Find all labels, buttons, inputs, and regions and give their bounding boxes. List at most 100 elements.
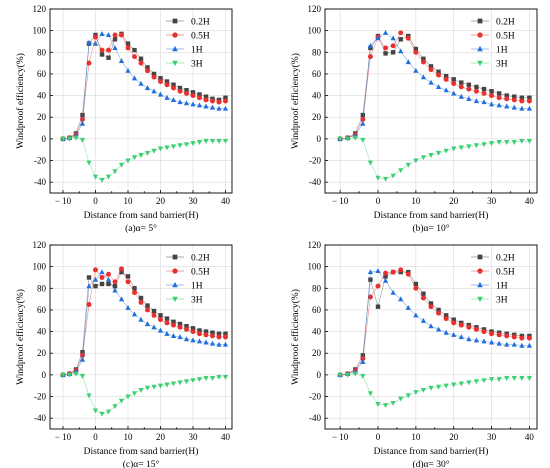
data-point bbox=[428, 64, 434, 69]
data-point bbox=[210, 98, 215, 104]
data-point bbox=[209, 104, 216, 110]
data-point bbox=[112, 287, 118, 293]
legend-marker bbox=[172, 60, 178, 67]
data-point bbox=[171, 322, 176, 328]
data-point bbox=[183, 100, 190, 106]
x-axis-title: Distance from sand barrier(H) bbox=[374, 446, 489, 457]
data-point bbox=[164, 145, 170, 151]
legend-label: 0.5H bbox=[191, 32, 210, 42]
data-point bbox=[436, 72, 442, 78]
data-point bbox=[106, 47, 111, 53]
y-tick-label: 80 bbox=[312, 47, 322, 57]
data-point bbox=[210, 330, 215, 335]
data-point bbox=[184, 87, 189, 93]
data-point bbox=[451, 382, 457, 388]
data-point bbox=[105, 409, 112, 415]
y-tick-label: 40 bbox=[37, 327, 47, 337]
data-point bbox=[190, 337, 196, 343]
data-point bbox=[93, 34, 98, 40]
data-point bbox=[382, 176, 389, 182]
data-point bbox=[481, 86, 487, 92]
data-point bbox=[398, 168, 404, 174]
data-point bbox=[436, 307, 441, 313]
data-point bbox=[390, 173, 396, 179]
data-point bbox=[99, 281, 105, 287]
data-point bbox=[443, 87, 449, 93]
data-point bbox=[458, 334, 464, 340]
data-point bbox=[170, 97, 177, 102]
data-point bbox=[413, 281, 419, 287]
data-point bbox=[443, 329, 449, 335]
data-point bbox=[436, 310, 442, 316]
data-point bbox=[158, 313, 163, 318]
data-point bbox=[443, 383, 449, 389]
y-tick-label: 0 bbox=[317, 370, 322, 380]
data-point bbox=[481, 329, 487, 335]
data-point bbox=[164, 316, 170, 321]
data-point bbox=[474, 84, 479, 90]
data-point bbox=[519, 105, 525, 111]
data-point bbox=[428, 301, 434, 306]
data-point bbox=[119, 32, 124, 38]
x-tick-label: 20 bbox=[156, 196, 166, 206]
data-point bbox=[203, 103, 209, 109]
data-point bbox=[337, 372, 343, 378]
x-tick-label: 20 bbox=[156, 432, 166, 442]
data-point bbox=[79, 373, 86, 379]
x-tick-label: 0 bbox=[93, 432, 98, 442]
data-point bbox=[466, 86, 472, 92]
x-tick-label: 0 bbox=[376, 196, 381, 206]
data-point bbox=[125, 394, 131, 400]
x-tick-label: − 10 bbox=[55, 432, 72, 442]
y-tick-label: 20 bbox=[37, 112, 47, 122]
data-point bbox=[367, 42, 374, 48]
data-point bbox=[171, 319, 176, 325]
data-point bbox=[382, 29, 389, 35]
data-point bbox=[367, 54, 373, 60]
legend-label: 1H bbox=[191, 46, 203, 56]
data-point bbox=[151, 308, 157, 314]
data-point bbox=[86, 275, 92, 280]
plot-frame bbox=[49, 8, 233, 194]
data-point bbox=[216, 341, 222, 347]
data-point bbox=[496, 377, 502, 383]
data-point bbox=[428, 385, 434, 391]
data-point bbox=[488, 141, 495, 147]
data-point bbox=[398, 267, 404, 273]
legend-label: 0.2H bbox=[496, 18, 515, 28]
legend-label: 1H bbox=[191, 282, 203, 292]
data-point bbox=[99, 269, 105, 275]
y-tick-label: 20 bbox=[37, 348, 47, 358]
data-point bbox=[443, 316, 449, 322]
legend-marker bbox=[477, 268, 483, 274]
data-point bbox=[112, 283, 118, 289]
data-point bbox=[79, 137, 86, 143]
data-point bbox=[413, 158, 419, 164]
data-point bbox=[164, 330, 170, 336]
legend: 0.2H 0.5H 1H 3H bbox=[471, 18, 515, 70]
data-point bbox=[151, 312, 157, 318]
data-point bbox=[197, 95, 202, 101]
data-point bbox=[190, 378, 196, 384]
data-point bbox=[125, 274, 131, 279]
legend-marker bbox=[172, 281, 178, 288]
data-point bbox=[375, 35, 381, 41]
data-point bbox=[216, 105, 222, 111]
data-point bbox=[151, 71, 157, 77]
data-point bbox=[511, 104, 517, 110]
y-tick-label: -40 bbox=[34, 413, 46, 423]
plot-frame bbox=[324, 244, 538, 430]
data-point bbox=[190, 141, 196, 147]
data-point bbox=[99, 47, 105, 53]
data-point bbox=[526, 98, 532, 104]
data-point bbox=[144, 150, 151, 156]
data-point bbox=[177, 88, 183, 94]
data-point bbox=[92, 40, 99, 46]
legend-label: 3H bbox=[191, 296, 203, 306]
data-point bbox=[60, 136, 66, 142]
data-point bbox=[398, 30, 404, 36]
data-point bbox=[158, 79, 163, 84]
data-point bbox=[375, 175, 381, 181]
data-point bbox=[73, 371, 79, 377]
data-point bbox=[488, 377, 495, 383]
